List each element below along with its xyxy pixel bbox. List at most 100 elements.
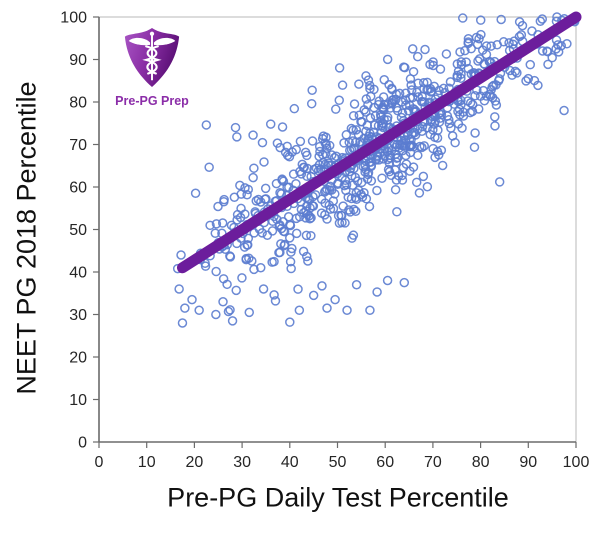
- scatter-point: [235, 180, 245, 191]
- scatter-point: [269, 290, 279, 300]
- scatter-point: [240, 183, 250, 193]
- scatter-point: [341, 130, 352, 140]
- scatter-point: [302, 150, 312, 161]
- scatter-point: [457, 13, 468, 23]
- scatter-point: [418, 77, 429, 88]
- y-tick-label: 100: [60, 10, 87, 27]
- scatter-point: [201, 120, 212, 130]
- scatter-point: [213, 201, 223, 212]
- y-tick-label: 20: [69, 350, 87, 367]
- scatter-point: [227, 316, 238, 326]
- trend-line: [176, 11, 582, 274]
- scatter-point: [361, 71, 371, 81]
- scatter-point: [322, 303, 332, 313]
- scatter-point: [314, 160, 325, 170]
- scatter-point: [512, 68, 522, 78]
- scatter-point: [218, 297, 228, 307]
- scatter-point: [339, 180, 350, 191]
- scatter-point: [398, 162, 409, 173]
- y-tick-label: 10: [69, 392, 87, 409]
- scatter-point: [477, 45, 488, 55]
- scatter-point: [435, 64, 446, 74]
- scatter-point: [284, 233, 295, 243]
- scatter-point: [365, 80, 375, 91]
- scatter-point: [463, 96, 473, 106]
- scatter-point: [517, 20, 528, 31]
- scatter-point: [356, 177, 367, 188]
- scatter-point: [241, 253, 252, 264]
- scatter-point: [307, 136, 318, 146]
- scatter-point: [251, 196, 261, 206]
- scatter-point: [307, 85, 317, 95]
- scatter-point: [310, 190, 321, 200]
- scatter-point: [364, 201, 375, 212]
- scatter-point: [372, 287, 382, 297]
- prepg-prep-logo: Pre-PG Prep: [112, 26, 192, 108]
- scatter-point: [258, 284, 269, 294]
- x-tick-label: 10: [138, 454, 156, 471]
- scatter-point: [176, 250, 186, 260]
- scatter-point: [411, 177, 422, 188]
- scatter-point: [419, 84, 429, 94]
- scatter-point: [521, 76, 531, 86]
- scatter-point: [382, 112, 393, 122]
- scatter-point: [235, 212, 246, 223]
- scatter-point: [260, 183, 271, 194]
- scatter-point: [452, 70, 462, 81]
- scatter-point: [226, 220, 237, 231]
- scatter-point: [403, 105, 414, 116]
- x-tick-label: 100: [563, 454, 590, 471]
- scatter-point: [346, 193, 357, 204]
- scatter-point: [372, 185, 382, 196]
- scatter-point: [225, 305, 235, 315]
- scatter-point: [490, 121, 500, 131]
- scatter-point: [243, 240, 253, 250]
- x-tick-label: 90: [519, 454, 537, 471]
- scatter-point: [295, 136, 306, 147]
- scatter-point: [542, 46, 553, 57]
- scatter-point: [552, 12, 562, 22]
- scatter-point: [219, 196, 229, 207]
- scatter-point: [450, 137, 460, 148]
- scatter-point: [301, 251, 312, 262]
- y-tick-label: 50: [69, 222, 87, 239]
- scatter-point: [338, 201, 348, 211]
- scatter-point: [272, 138, 283, 148]
- caduceus-icon: [128, 31, 176, 81]
- scatter-point: [248, 130, 258, 140]
- shield-icon: [124, 27, 180, 88]
- scatter-point: [302, 163, 313, 174]
- scatter-point: [334, 95, 345, 106]
- scatter-point: [420, 44, 430, 55]
- scatter-point: [256, 263, 266, 273]
- scatter-point: [414, 188, 425, 198]
- scatter-point: [285, 256, 296, 267]
- scatter-point: [293, 284, 303, 294]
- scatter-point: [397, 108, 408, 118]
- scatter-point: [387, 97, 398, 108]
- scatter-point: [473, 104, 484, 114]
- scatter-point: [340, 175, 351, 186]
- x-tick-label: 80: [472, 454, 490, 471]
- scatter-point: [413, 150, 423, 161]
- scatter-point: [303, 256, 313, 266]
- scatter-point: [306, 213, 316, 223]
- scatter-point: [348, 110, 359, 121]
- scatter-point: [379, 75, 389, 85]
- scatter-point: [490, 112, 500, 122]
- scatter-point: [408, 66, 419, 77]
- y-tick-label: 60: [69, 180, 87, 197]
- scatter-point: [331, 104, 341, 114]
- scatter-point: [547, 52, 557, 63]
- scatter-point: [348, 125, 358, 135]
- x-axis-title: Pre-PG Daily Test Percentile: [167, 482, 509, 513]
- scatter-point: [217, 218, 228, 228]
- y-tick-label: 70: [69, 137, 87, 154]
- scatter-point: [444, 118, 455, 129]
- scatter-point: [419, 141, 429, 151]
- scatter-point: [187, 294, 197, 305]
- scatter-point: [306, 230, 316, 241]
- scatter-point: [455, 47, 465, 57]
